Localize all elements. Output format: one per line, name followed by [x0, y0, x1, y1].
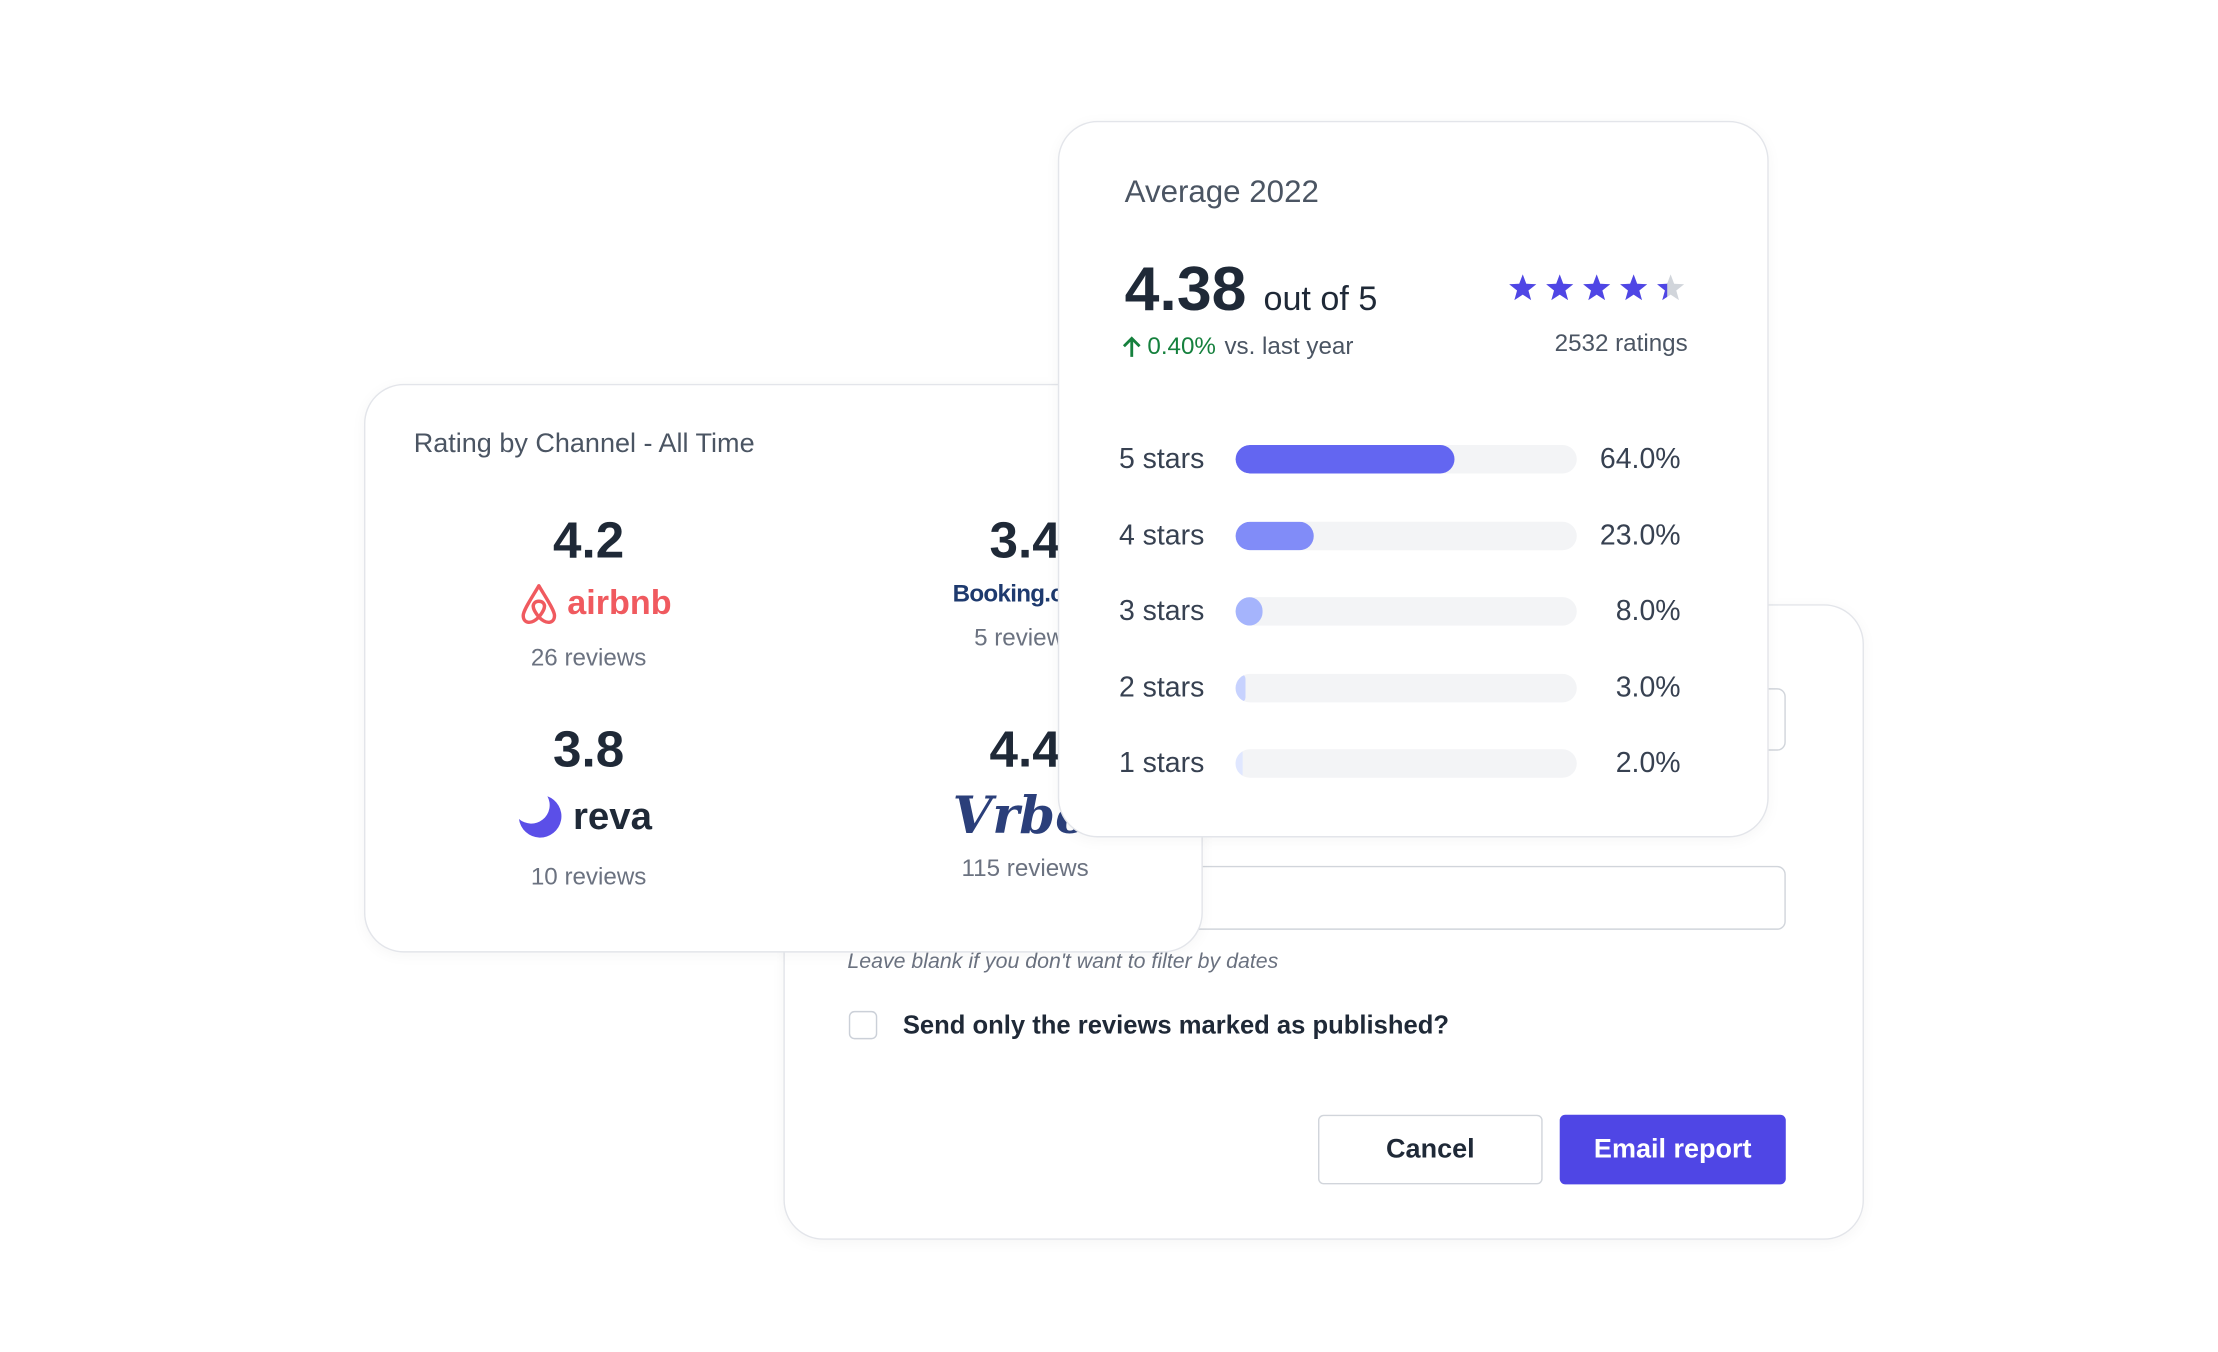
row-percent: 3.0%: [1615, 671, 1681, 704]
reva-icon: [518, 796, 562, 838]
row-percent: 23.0%: [1599, 519, 1681, 551]
cancel-button[interactable]: Cancel: [1318, 1114, 1543, 1185]
star-fill: [1583, 274, 1611, 301]
change-text: vs. last year: [1224, 332, 1354, 360]
bar-track: [1235, 749, 1577, 778]
star-fill: [1509, 274, 1537, 301]
row-label: 5 stars: [1118, 443, 1205, 475]
channel-reviews: 26 reviews: [530, 644, 647, 672]
row-label: 4 stars: [1118, 519, 1205, 551]
airbnb-logo: airbnb: [516, 582, 672, 627]
bar-track: [1235, 673, 1577, 702]
star-fill: [1657, 283, 1668, 301]
channel-score: 3.4: [989, 510, 1061, 569]
channel-reviews: 10 reviews: [530, 863, 647, 891]
card-title: Rating by Channel - All Time: [413, 429, 755, 460]
row-percent: 8.0%: [1615, 595, 1681, 628]
star-fill: [1546, 274, 1574, 301]
channel-score: 3.8: [553, 719, 625, 778]
row-label: 1 stars: [1118, 747, 1205, 780]
row-percent: 2.0%: [1615, 747, 1681, 780]
row-label: 3 stars: [1118, 595, 1205, 628]
star-fill: [1620, 274, 1648, 301]
out-of: out of 5: [1263, 280, 1378, 319]
channel-score: 4.4: [989, 719, 1061, 778]
row-label: 2 stars: [1118, 671, 1205, 704]
hint: Leave blank if you don't want to filter …: [847, 949, 1279, 974]
email-report-button[interactable]: Email report: [1559, 1114, 1786, 1185]
up-arrow: [1122, 335, 1141, 357]
stars: [1509, 274, 1685, 301]
change-row: 0.40% vs. last year: [1122, 332, 1354, 360]
channel-name: reva: [572, 794, 652, 837]
bar-track: [1235, 445, 1577, 474]
bar: [1235, 521, 1315, 550]
channel-name: airbnb: [567, 584, 672, 623]
bar-track: [1235, 597, 1577, 626]
channel-reviews: 115 reviews: [961, 854, 1089, 882]
bar: [1235, 749, 1243, 778]
average-card: Average 2022 4.38 out of 5 0.40% vs. las…: [1057, 120, 1769, 838]
bar: [1235, 673, 1246, 702]
change-value: 0.40%: [1147, 332, 1216, 360]
checkbox-label: Send only the reviews marked as publishe…: [902, 1010, 1449, 1040]
card-title: Average 2022: [1124, 173, 1319, 210]
bar: [1235, 445, 1454, 474]
reva-logo: reva: [516, 793, 652, 838]
average-score: 4.38: [1124, 254, 1247, 325]
channel-score: 4.2: [553, 510, 625, 569]
airbnb-icon: [521, 584, 557, 624]
ratings-count: 2532 ratings: [1554, 329, 1688, 357]
row-percent: 64.0%: [1599, 443, 1681, 475]
bar-track: [1235, 521, 1577, 550]
score-row: 4.38 out of 5: [1124, 254, 1378, 325]
star-empty: [1657, 274, 1685, 301]
bar: [1235, 597, 1263, 626]
checkbox[interactable]: [848, 1010, 878, 1040]
